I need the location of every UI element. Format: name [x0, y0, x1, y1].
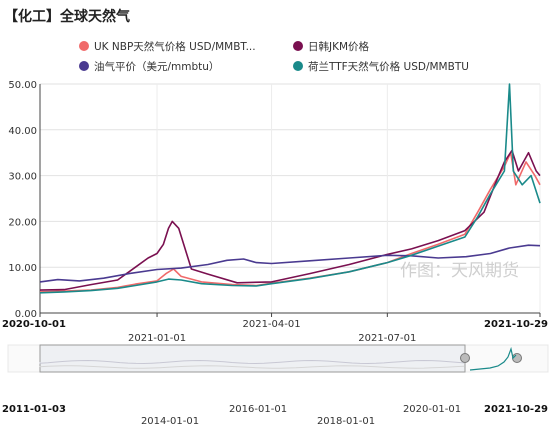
series-line[interactable] [39, 149, 541, 291]
legend-label[interactable]: UK NBP天然气价格 USD/MMBT... [94, 40, 256, 53]
navigator-label: 2016-01-01 [229, 404, 287, 415]
x-tick-label: 2021-10-29 [484, 319, 548, 330]
x-tick-label: 2021-07-01 [358, 333, 416, 344]
legend-marker[interactable] [79, 61, 89, 71]
y-tick-label: 20.00 [8, 217, 37, 228]
navigator-series [39, 365, 465, 369]
navigator-handle-right[interactable] [512, 353, 522, 363]
legend-marker[interactable] [293, 41, 303, 51]
navigator-label: 2014-01-01 [141, 416, 199, 427]
page-title: 【化工】全球天然气 [4, 9, 130, 25]
navigator-label: 2018-01-01 [317, 416, 375, 427]
navigator-handle-left[interactable] [460, 353, 470, 363]
series-line[interactable] [39, 244, 541, 283]
y-tick-label: 30.00 [8, 172, 37, 183]
y-tick-label: 50.00 [8, 80, 37, 91]
y-tick-label: 10.00 [8, 263, 37, 274]
navigator-label: 2020-01-01 [403, 404, 461, 415]
y-tick-label: 40.00 [8, 126, 37, 137]
legend-label[interactable]: 油气平价（美元/mmbtu） [94, 60, 219, 73]
x-tick-label: 2020-10-01 [2, 319, 66, 330]
navigator-label: 2011-01-03 [2, 404, 66, 415]
legend-marker[interactable] [79, 41, 89, 51]
x-tick-label: 2021-04-01 [242, 319, 300, 330]
series-line[interactable] [39, 83, 541, 294]
x-tick-label: 2021-01-01 [128, 333, 186, 344]
navigator-label: 2021-10-29 [484, 404, 548, 415]
navigator-series [39, 359, 465, 365]
legend-label[interactable]: 日韩JKM价格 [308, 40, 370, 53]
navigator-series [469, 346, 517, 371]
watermark: 作图：天风期货 [400, 261, 519, 281]
legend-label[interactable]: 荷兰TTF天然气价格 USD/MMBTU [308, 60, 469, 73]
legend-marker[interactable] [293, 61, 303, 71]
y-tick-label: 0.00 [15, 309, 37, 320]
